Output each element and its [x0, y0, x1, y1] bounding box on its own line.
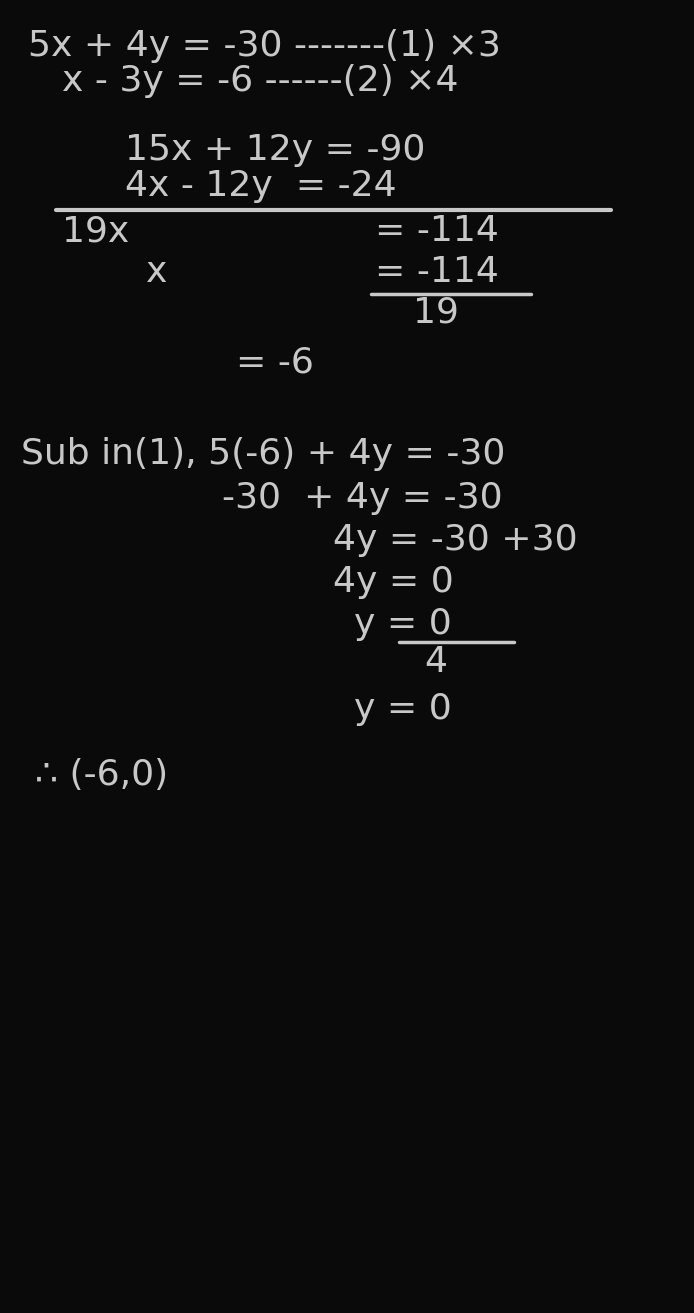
Text: Sub in(1), 5(-6) + 4y = -30: Sub in(1), 5(-6) + 4y = -30 [21, 437, 505, 471]
Text: x: x [146, 255, 167, 289]
Text: ∴ (-6,0): ∴ (-6,0) [35, 758, 168, 792]
Text: = -114: = -114 [375, 214, 498, 248]
Text: 4y = -30 +30: 4y = -30 +30 [333, 523, 577, 557]
Text: y = 0: y = 0 [354, 607, 452, 641]
Text: 4x - 12y  = -24: 4x - 12y = -24 [125, 169, 396, 204]
Text: 4: 4 [425, 645, 448, 679]
Text: 4y = 0: 4y = 0 [333, 565, 454, 599]
Text: -30  + 4y = -30: -30 + 4y = -30 [222, 481, 502, 515]
Text: = -6: = -6 [236, 345, 314, 379]
Text: 5x + 4y = -30 -------(1) ×3: 5x + 4y = -30 -------(1) ×3 [28, 29, 500, 63]
Text: 15x + 12y = -90: 15x + 12y = -90 [125, 133, 425, 167]
Text: 19x: 19x [62, 214, 130, 248]
Text: = -114: = -114 [375, 255, 498, 289]
Text: 19: 19 [413, 295, 459, 330]
Text: x - 3y = -6 ------(2) ×4: x - 3y = -6 ------(2) ×4 [62, 64, 459, 98]
Text: y = 0: y = 0 [354, 692, 452, 726]
